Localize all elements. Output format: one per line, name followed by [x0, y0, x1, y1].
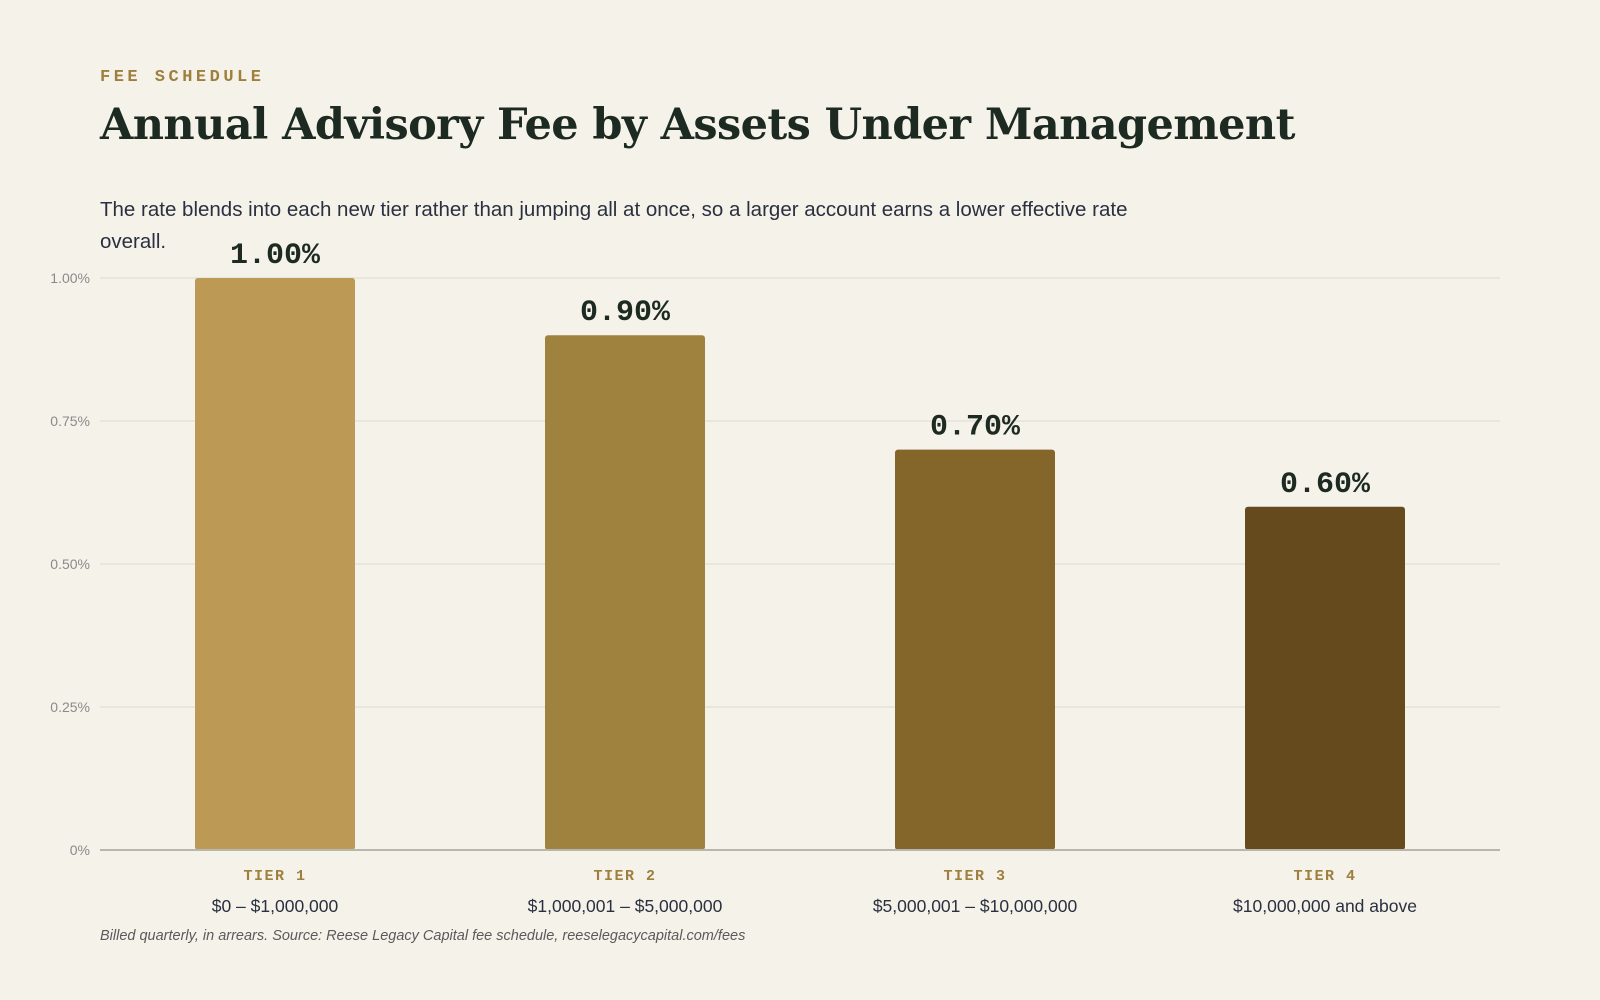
bar-value-label: 1.00%: [230, 239, 321, 273]
y-tick-label: 0.25%: [50, 699, 90, 715]
x-category-label: TIER 2: [593, 868, 656, 885]
chart-subtitle: The rate blends into each new tier rathe…: [100, 198, 1128, 253]
bar-value-label: 0.60%: [1280, 468, 1371, 502]
x-category-label: TIER 4: [1293, 868, 1356, 885]
x-category-label: TIER 1: [243, 868, 306, 885]
bar: [195, 278, 355, 850]
y-tick-label: 0.50%: [50, 556, 90, 572]
y-tick-label: 1.00%: [50, 270, 90, 286]
bar-value-label: 0.90%: [580, 296, 671, 330]
bar: [1245, 506, 1405, 850]
source-footnote: Billed quarterly, in arrears. Source: Re…: [100, 928, 746, 944]
bar: [895, 449, 1055, 850]
x-category-range-label: $1,000,001 – $5,000,000: [528, 896, 723, 916]
bar: [545, 335, 705, 850]
x-category-range-label: $0 – $1,000,000: [212, 896, 339, 916]
eyebrow-label: FEE SCHEDULE: [100, 68, 265, 87]
x-category-label: TIER 3: [943, 868, 1006, 885]
x-category-range-label: $5,000,001 – $10,000,000: [873, 896, 1078, 916]
y-tick-label: 0%: [70, 842, 90, 858]
bar-value-label: 0.70%: [930, 411, 1021, 445]
chart-title: Annual Advisory Fee by Assets Under Mana…: [100, 100, 1295, 150]
x-category-range-label: $10,000,000 and above: [1233, 896, 1417, 916]
y-tick-label: 0.75%: [50, 413, 90, 429]
